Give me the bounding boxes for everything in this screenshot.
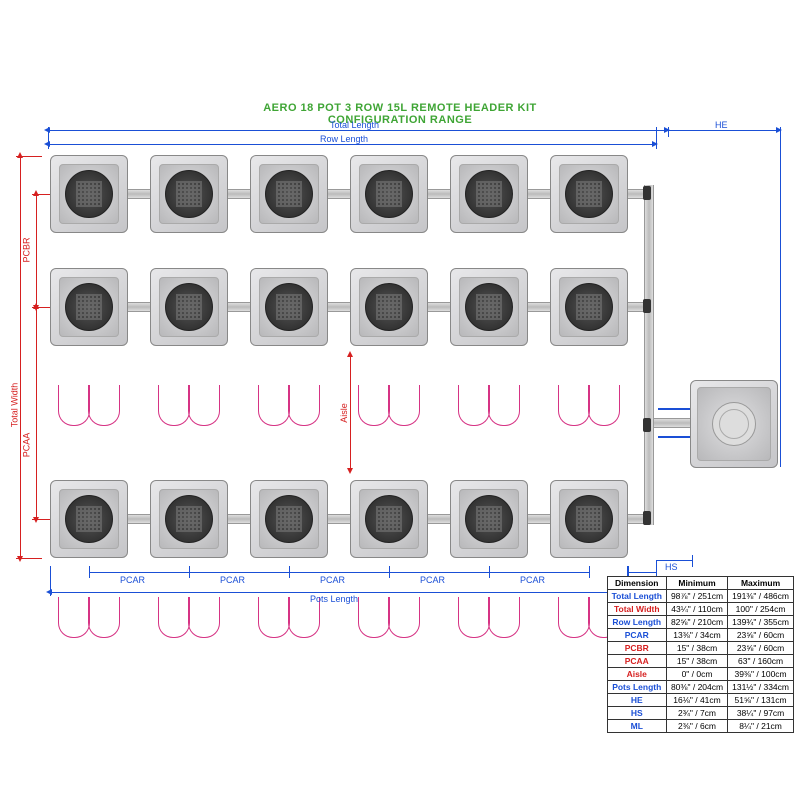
manifold-joint-2 — [643, 299, 651, 313]
pot-r3-c3 — [250, 480, 328, 558]
manifold-pipe — [644, 185, 654, 525]
dim-label-total-length: Total Length — [330, 120, 379, 130]
dimensions-table: Dimension Minimum Maximum Total Length98… — [607, 576, 794, 733]
table-row: PCAA15" / 38cm63" / 160cm — [607, 655, 793, 668]
manifold-joint-mid — [643, 418, 651, 432]
dim-label-pcar-3: PCAR — [320, 575, 345, 585]
dim-label-pcaa: PCAA — [21, 433, 31, 458]
diagram-canvas: AERO 18 POT 3 ROW 15L REMOTE HEADER KIT … — [0, 0, 800, 800]
table-row: Row Length82⅝" / 210cm139¾" / 355cm — [607, 616, 793, 629]
pot-r3-c4 — [350, 480, 428, 558]
table-row: ML2⅜" / 6cm8¼" / 21cm — [607, 720, 793, 733]
table-row: PCBR15" / 38cm23⅝" / 60cm — [607, 642, 793, 655]
dim-he — [668, 130, 780, 131]
dim-total-length — [48, 130, 668, 131]
pot-r2-c2 — [150, 268, 228, 346]
pot-r1-c2 — [150, 155, 228, 233]
pot-r2-c4 — [350, 268, 428, 346]
title-line-1: AERO 18 POT 3 ROW 15L REMOTE HEADER KIT — [0, 102, 800, 114]
table-row: PCAR13⅜" / 34cm23⅝" / 60cm — [607, 629, 793, 642]
remote-blue-pipe-1 — [658, 408, 694, 410]
remote-blue-pipe-2 — [658, 436, 694, 438]
dim-total-width — [20, 156, 21, 558]
pot-r2-c5 — [450, 268, 528, 346]
dim-pcar-line — [89, 572, 589, 573]
table-header-dim: Dimension — [607, 577, 666, 590]
dim-row-length — [48, 144, 656, 145]
pot-r2-c3 — [250, 268, 328, 346]
dim-label-pcar-2: PCAR — [220, 575, 245, 585]
dim-label-hs: HS — [665, 562, 678, 572]
pot-r3-c5 — [450, 480, 528, 558]
pot-r1-c6 — [550, 155, 628, 233]
table-row: HS2¾" / 7cm38¼" / 97cm — [607, 707, 793, 720]
pot-r2-c1 — [50, 268, 128, 346]
pot-r1-c4 — [350, 155, 428, 233]
pot-r3-c1 — [50, 480, 128, 558]
table-row: Total Length98⅞" / 251cm191⅜" / 486cm — [607, 590, 793, 603]
dim-label-pots-length: Pots Length — [310, 594, 358, 604]
pot-r1-c3 — [250, 155, 328, 233]
table-row: HE16⅛" / 41cm51⅝" / 131cm — [607, 694, 793, 707]
table-row: Total Width43¼" / 110cm100" / 254cm — [607, 603, 793, 616]
pot-r2-c6 — [550, 268, 628, 346]
dim-label-aisle: Aisle — [339, 403, 349, 423]
remote-feed-pipe — [654, 418, 694, 428]
pot-r3-c2 — [150, 480, 228, 558]
dim-pots-length — [50, 592, 628, 593]
pot-r1-c1 — [50, 155, 128, 233]
dim-label-row-length: Row Length — [320, 134, 368, 144]
dim-label-pcar-1: PCAR — [120, 575, 145, 585]
dim-pcbr — [36, 194, 37, 307]
title-line-2: CONFIGURATION RANGE — [0, 114, 800, 126]
manifold-joint-3 — [643, 511, 651, 525]
pot-r1-c5 — [450, 155, 528, 233]
table-row: Aisle0" / 0cm39⅜" / 100cm — [607, 668, 793, 681]
dim-pcaa — [36, 307, 37, 519]
table-row: Pots Length80⅜" / 204cm131½" / 334cm — [607, 681, 793, 694]
table-header-max: Maximum — [728, 577, 794, 590]
dim-label-pcar-5: PCAR — [520, 575, 545, 585]
table-header-min: Minimum — [666, 577, 727, 590]
dim-aisle — [350, 355, 351, 470]
diagram-title: AERO 18 POT 3 ROW 15L REMOTE HEADER KIT … — [0, 102, 800, 126]
dim-label-total-width: Total Width — [9, 383, 19, 428]
dim-label-pcar-4: PCAR — [420, 575, 445, 585]
remote-header-unit — [690, 380, 778, 468]
dim-label-he: HE — [715, 120, 728, 130]
manifold-joint-1 — [643, 186, 651, 200]
pot-r3-c6 — [550, 480, 628, 558]
dim-label-pcbr: PCBR — [22, 237, 32, 262]
